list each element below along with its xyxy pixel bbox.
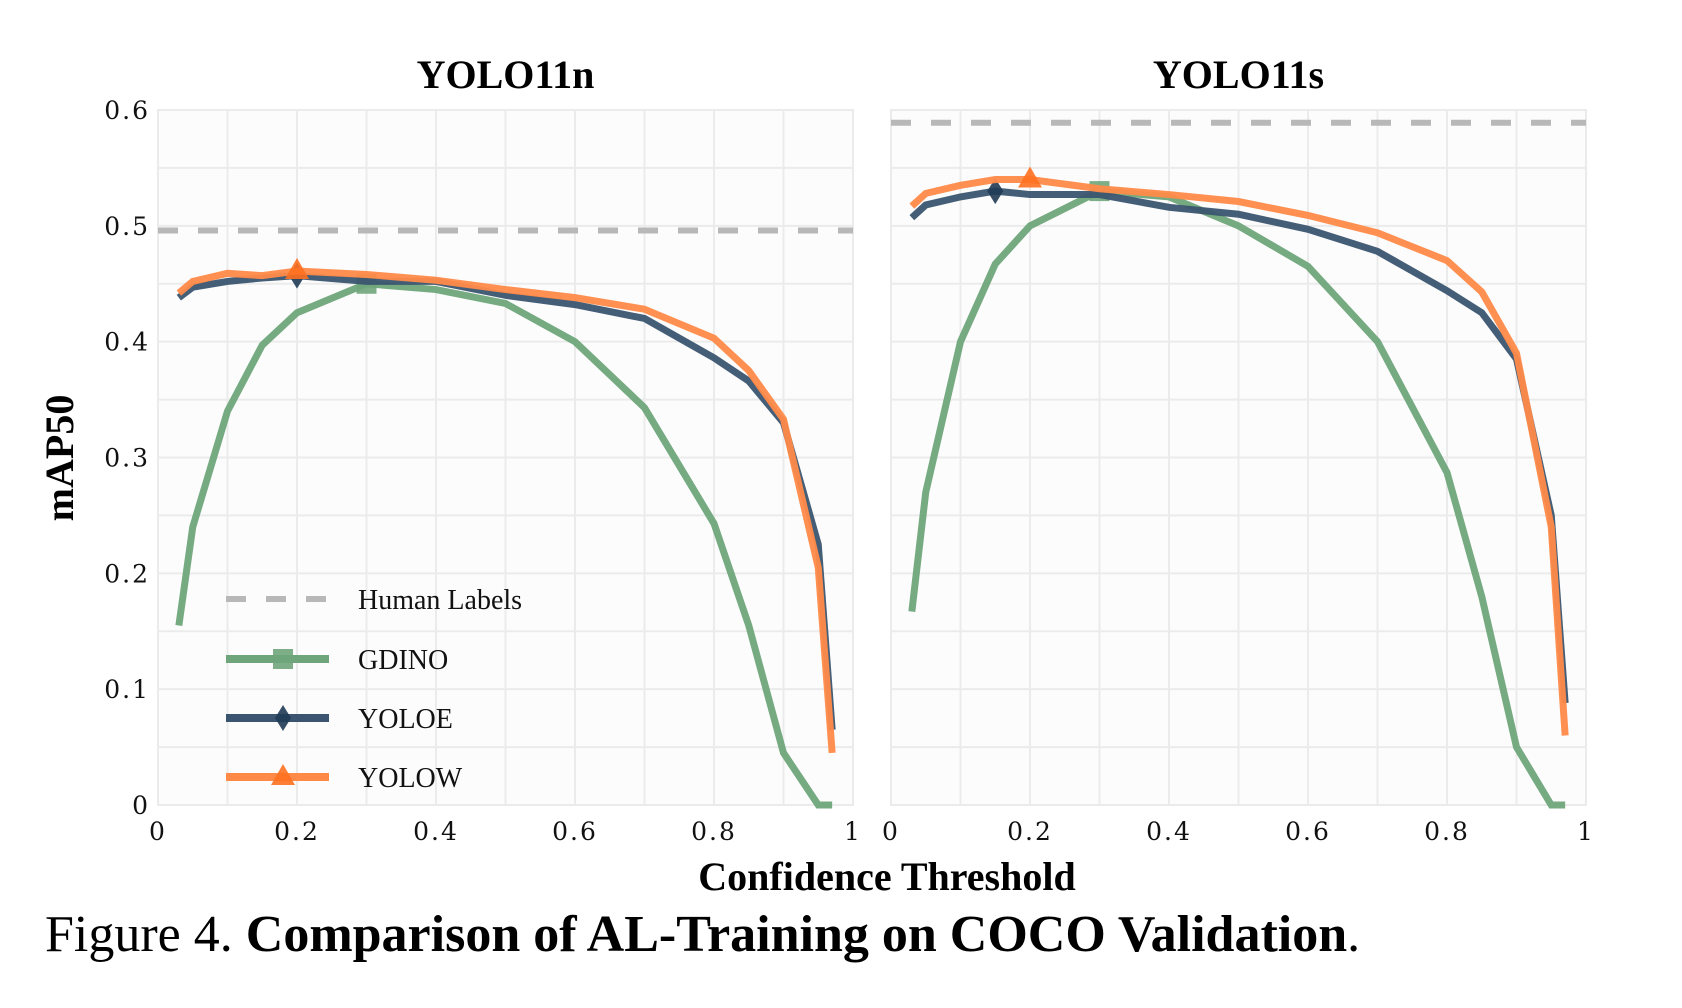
legend-item-yoloe: YOLOE [226, 704, 453, 735]
caption-suffix: . [1347, 906, 1361, 963]
x-tick-label: 0 [149, 817, 167, 846]
legend-label: Human Labels [358, 585, 522, 616]
panel-YOLO11n: YOLO11n 0 0.2 0.4 0.6 0.8 1 0 0.1 0.2 0.3 0.4 0.5 0.6 [104, 52, 862, 846]
caption-title: Comparison of AL-Training on COCO Valida… [245, 906, 1348, 963]
x-tick-label: 0.2 [274, 817, 320, 846]
figure-caption: Figure 4. Comparison of AL-Training on C… [45, 905, 1360, 964]
x-tick-label: 0 [882, 817, 900, 846]
panel-YOLO11s: YOLO11s 0 0.2 0.4 0.6 0.8 1 [882, 52, 1595, 846]
legend-triangle-icon [271, 764, 295, 785]
x-tick-label: 0.2 [1007, 817, 1053, 846]
legend-label: GDINO [358, 645, 448, 676]
legend-item-human-labels: Human Labels [226, 585, 522, 616]
y-axis-label: mAP50 [37, 395, 82, 522]
legend-label: YOLOE [358, 704, 453, 735]
y-tick-label: 0.5 [104, 212, 150, 241]
legend-item-yolow: YOLOW [226, 763, 463, 794]
y-tick-label: 0.1 [104, 675, 150, 704]
caption-prefix: Figure 4. [45, 906, 233, 963]
legend: Human Labels GDINO YOLOE YOLOW [226, 585, 522, 794]
x-tick-label: 0.6 [1285, 817, 1331, 846]
x-tick-label: 0.6 [552, 817, 598, 846]
y-tick-label: 0 [132, 791, 150, 820]
best-marker-yolow [1018, 166, 1042, 188]
panel-title: YOLO11n [417, 52, 595, 97]
legend-square-icon [273, 649, 293, 669]
best-marker-yolow [285, 258, 309, 280]
y-tick-label: 0.6 [104, 96, 150, 125]
y-tick-label: 0.2 [104, 559, 150, 588]
x-tick-label: 0.8 [691, 817, 737, 846]
x-axis-label: Confidence Threshold [698, 854, 1075, 899]
y-tick-label: 0.4 [104, 328, 150, 357]
y-tick-label: 0.3 [104, 444, 150, 473]
x-tick-label: 0.8 [1424, 817, 1470, 846]
x-tick-label: 0.4 [413, 817, 459, 846]
x-tick-label: 0.4 [1146, 817, 1192, 846]
legend-diamond-icon [275, 705, 291, 731]
x-tick-label: 1 [1577, 817, 1595, 846]
panel-title: YOLO11s [1153, 52, 1324, 97]
legend-label: YOLOW [358, 763, 463, 794]
legend-item-gdino: GDINO [226, 645, 448, 676]
x-tick-label: 1 [844, 817, 862, 846]
best-marker-yoloe [987, 178, 1004, 205]
